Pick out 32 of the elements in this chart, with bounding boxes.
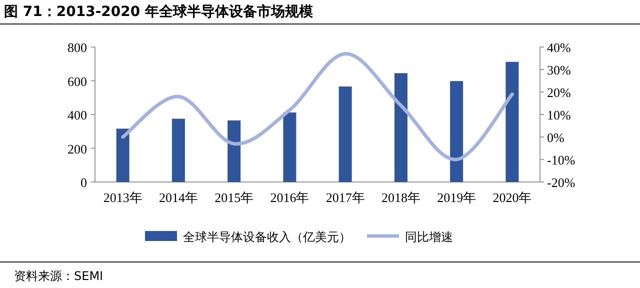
y-tick-label: 800 (68, 40, 87, 55)
y2-tick-label: 20% (547, 85, 571, 100)
bar (283, 112, 296, 182)
bar (338, 86, 352, 182)
bar (450, 81, 464, 182)
x-tick-label: 2013年 (103, 190, 142, 205)
bar (116, 128, 130, 182)
bar (228, 120, 241, 182)
x-tick-label: 2015年 (214, 190, 254, 205)
y-tick-label: 400 (68, 108, 87, 122)
y2-tick-label: 0% (547, 130, 564, 145)
x-tick-label: 2020年 (492, 190, 532, 205)
legend-label: 同比增速 (405, 230, 453, 244)
legend-label: 全球半导体设备收入（亿美元） (183, 230, 351, 244)
chart-title: 图 71：2013-2020 年全球半导体设备市场规模 (4, 3, 314, 20)
bar (172, 118, 185, 182)
x-tick-label: 2016年 (270, 190, 310, 205)
y-tick-label: 200 (68, 141, 87, 156)
x-tick-label: 2017年 (326, 190, 365, 205)
bar (506, 62, 519, 182)
x-tick-label: 2018年 (381, 190, 420, 205)
y2-tick-label: 40% (547, 40, 571, 55)
y2-tick-label: 10% (547, 108, 571, 122)
y2-tick-label: -20% (547, 175, 576, 190)
y-tick-label: 0 (80, 175, 87, 190)
x-tick-label: 2014年 (158, 190, 198, 205)
x-tick-label: 2019年 (437, 190, 476, 205)
text: 资料来源：SEMI (14, 269, 104, 283)
y2-tick-label: 30% (547, 62, 571, 78)
y2-tick-label: -10% (547, 152, 576, 168)
y-tick-label: 600 (68, 74, 87, 89)
bar (394, 73, 408, 182)
